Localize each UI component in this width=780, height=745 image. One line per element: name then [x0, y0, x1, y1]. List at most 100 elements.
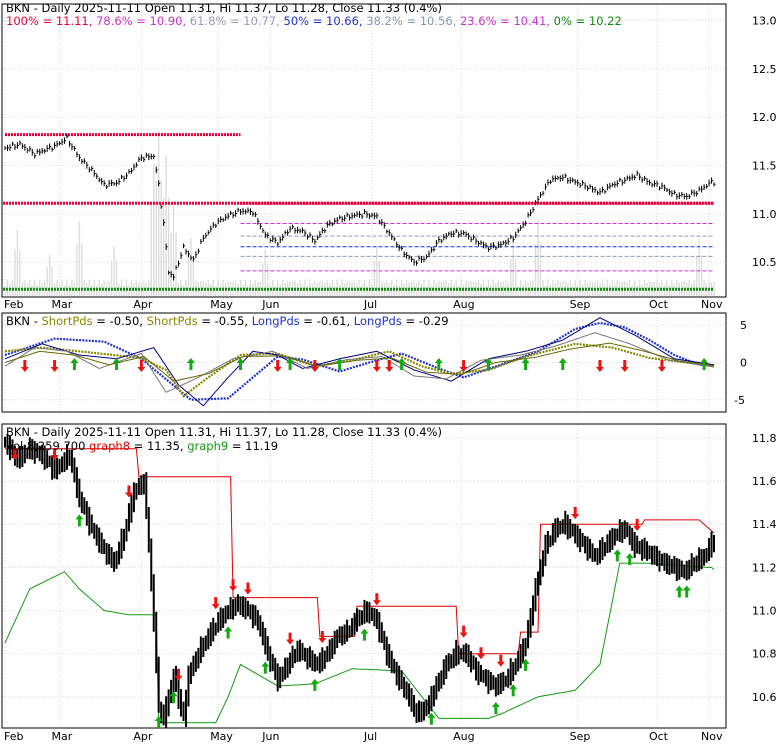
pds-down-arrow: [459, 360, 468, 372]
price-y-tick: 12.0: [752, 111, 777, 124]
chandelier-grid: [3, 425, 725, 727]
pds-down-arrow: [385, 360, 394, 372]
x-tick-label: Jun: [261, 298, 279, 311]
pds-up-arrow: [286, 358, 295, 370]
pds-down-arrow: [310, 360, 319, 372]
pds-legend-item: ShortPds: [38, 314, 93, 328]
chandelier-up-arrow: [427, 712, 436, 725]
fib-legend-item: 50% = 10.66,: [280, 14, 363, 28]
chandelier-panel-frame: [1, 423, 727, 729]
chandelier-down-arrow: [174, 668, 183, 681]
x-tick-label: Sep: [570, 730, 591, 743]
x-tick-label: Jul: [363, 730, 377, 743]
chandelier-down-arrow: [50, 448, 59, 460]
pds-y-tick: -5: [734, 394, 745, 407]
pds-legend-item: ShortPds: [143, 314, 198, 328]
chandelier-signal-arrows: [10, 448, 691, 728]
pds-up-arrow: [558, 358, 567, 370]
fib-legend-item: 61.8% = 10.77,: [186, 14, 280, 28]
pds-up-arrow: [484, 358, 493, 370]
chandelier-up-arrow: [261, 661, 270, 674]
chandelier-down-arrow: [10, 448, 19, 460]
pds-up-arrow: [112, 358, 121, 370]
chandelier-y-tick: 11.6: [752, 475, 777, 488]
x-tick-label: Aug: [453, 730, 474, 743]
chandelier-y-ticks: 10.6 10.8 11.0 11.2 11.4 11.6 11.8: [752, 432, 777, 704]
price-y-ticks: 10.5 11.0 11.5 12.0 12.5 13.0: [752, 15, 777, 270]
price-panel-frame: [1, 3, 727, 298]
pds-up-arrow: [397, 358, 406, 370]
pds-y-ticks: 5 0 -5: [734, 319, 747, 407]
chandelier-up-arrow: [224, 626, 233, 639]
x-axis-labels: Feb Feb Mar Mar Apr Apr May May Jun Jun Jul Jul Aug A…: [4, 298, 723, 743]
chandelier-down-arrow: [476, 647, 485, 660]
x-tick-label: Mar: [52, 730, 73, 743]
chandelier-panel: 10.6 10.8 11.0 11.2 11.4 11.6 11.8 BKN - Daily…: [1, 423, 777, 729]
x-tick-label: Feb: [4, 298, 23, 311]
x-tick-label: Nov: [701, 298, 723, 311]
red-stop-line: [5, 448, 715, 655]
chandelier-y-tick: 11.4: [752, 518, 777, 531]
pds-up-arrow: [434, 358, 443, 370]
pds-legend-item: = -0.55,: [198, 314, 248, 328]
pds-legend-item: LongPds: [350, 314, 402, 328]
price-y-tick: 11.0: [752, 208, 777, 221]
chandelier-down-arrow: [124, 485, 133, 498]
x-tick-label: Nov: [701, 730, 723, 743]
chandelier-up-arrow: [613, 549, 622, 562]
pds-series-line: [4, 332, 715, 393]
x-tick-label: Oct: [649, 298, 669, 311]
chandelier-up-arrow: [625, 553, 634, 566]
chandelier-y-tick: 10.6: [752, 691, 777, 704]
fib-legend-item: 78.6% = 10.90,: [92, 14, 186, 28]
chandelier-up-arrow: [154, 716, 163, 728]
pds-down-arrow: [595, 360, 604, 372]
pds-legend: BKN - ShortPds = -0.50, ShortPds = -0.55…: [6, 314, 449, 328]
x-tick-label: Apr: [133, 730, 153, 743]
chandelier-price-bars: [4, 434, 715, 729]
x-tick-label: May: [210, 730, 233, 743]
pds-lines: [4, 317, 715, 407]
x-tick-label: Mar: [52, 298, 73, 311]
chandelier-down-arrow: [571, 507, 580, 520]
pds-up-arrow: [521, 358, 530, 370]
chandelier-title: BKN - Daily 2025-11-11 Open 11.31, Hi 11…: [6, 425, 442, 439]
x-tick-label: Apr: [133, 298, 153, 311]
chandelier-y-tick: 11.2: [752, 561, 777, 574]
pds-series-line: [4, 321, 715, 401]
x-tick-label: Jun: [261, 730, 279, 743]
fib-legend-item: 0% = 10.22: [550, 14, 622, 28]
x-tick-label: Sep: [570, 298, 591, 311]
chandelier-up-arrow: [682, 585, 691, 598]
price-y-tick: 11.5: [752, 160, 777, 173]
chandelier-y-tick: 10.8: [752, 648, 777, 661]
chandelier-down-arrow: [211, 597, 220, 610]
fib-legend: 100% = 11.11, 78.6% = 10.90, 61.8% = 10.…: [6, 14, 622, 28]
chandelier-up-arrow: [310, 678, 319, 691]
pds-series-line: [4, 342, 715, 382]
chandelier-y-tick: 11.0: [752, 605, 777, 618]
chandelier-down-arrow: [496, 654, 505, 667]
pds-down-arrow: [657, 360, 666, 372]
x-tick-label: Feb: [4, 730, 23, 743]
pds-legend-item: BKN -: [6, 314, 38, 328]
chandelier-up-arrow: [75, 514, 84, 527]
price-panel: 10.5 11.0 11.5 12.0 12.5 13.0 BKN - Daily 202…: [1, 1, 777, 298]
chandelier-legend: Vol 8,259,700 graph8 = 11.35, graph9 = 1…: [6, 439, 278, 453]
pds-y-tick: 0: [740, 357, 747, 370]
pds-up-arrow: [236, 358, 245, 370]
fib-legend-item: 38.2% = 10.56,: [363, 14, 457, 28]
green-stop-line: [4, 562, 715, 724]
chandelier-up-arrow: [491, 702, 500, 715]
chandelier-down-arrow: [318, 631, 327, 644]
pds-series-line: [4, 317, 715, 407]
pds-down-arrow: [372, 360, 381, 372]
pds-down-arrow: [137, 360, 146, 372]
pds-legend-item: LongPds: [248, 314, 300, 328]
pds-down-arrow: [20, 360, 29, 372]
chandelier-legend-item: graph8: [85, 439, 130, 453]
chandelier-legend-item: = 11.19: [228, 439, 278, 453]
fib-legend-item: 100% = 11.11,: [6, 14, 92, 28]
chandelier-up-arrow: [509, 684, 518, 697]
chandelier-down-arrow: [243, 582, 252, 595]
